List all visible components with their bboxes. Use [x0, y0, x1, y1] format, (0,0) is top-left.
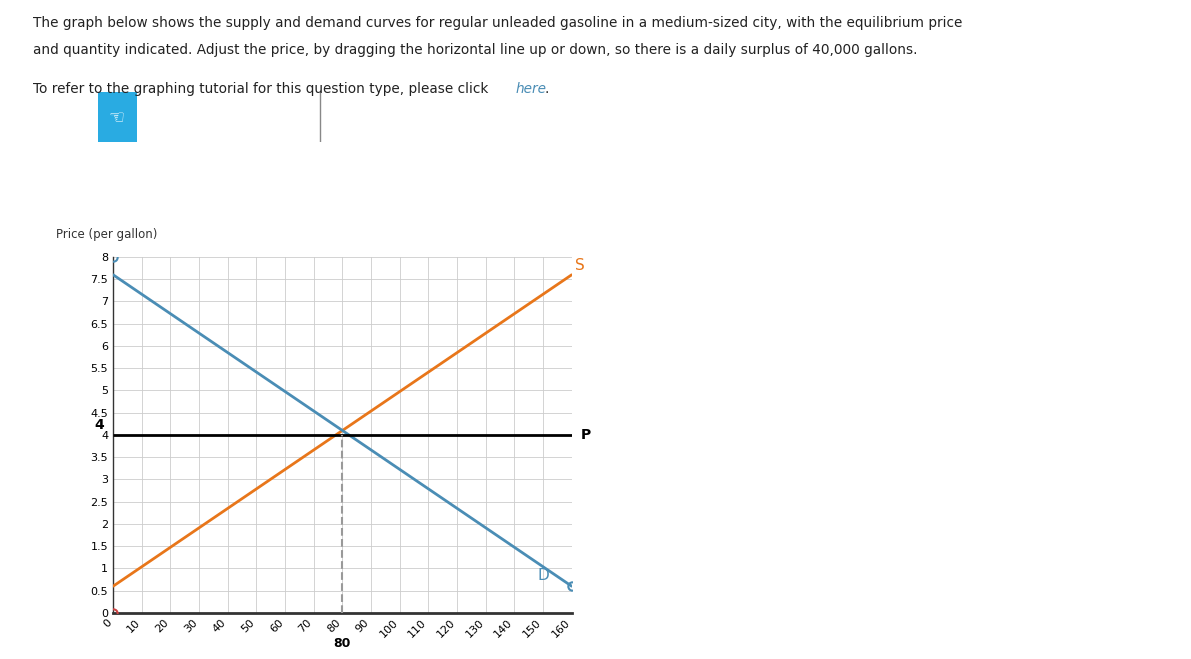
Text: ⬡: ⬡ [247, 110, 258, 124]
Text: .: . [544, 82, 549, 96]
Text: here: here [516, 82, 547, 96]
Text: ●: ● [149, 110, 162, 124]
Text: ◆: ◆ [279, 110, 289, 124]
Text: ▶: ▶ [366, 110, 376, 124]
Text: ↺: ↺ [400, 110, 412, 124]
Text: The graph below shows the supply and demand curves for regular unleaded gasoline: The graph below shows the supply and dem… [33, 16, 962, 30]
FancyBboxPatch shape [98, 92, 137, 142]
Text: P: P [580, 428, 591, 442]
Text: 80: 80 [333, 637, 351, 650]
Text: S: S [574, 258, 585, 273]
Text: ◀: ◀ [330, 110, 341, 124]
Text: To refer to the graphing tutorial for this question type, please click: To refer to the graphing tutorial for th… [33, 82, 493, 96]
Text: ╱: ╱ [183, 109, 192, 125]
Text: and quantity indicated. Adjust the price, by dragging the horizontal line up or : and quantity indicated. Adjust the price… [33, 43, 918, 57]
Text: ⌒: ⌒ [216, 110, 224, 124]
Text: Price (per gallon): Price (per gallon) [56, 229, 157, 241]
Text: ☜: ☜ [108, 108, 125, 126]
Text: 4: 4 [95, 418, 105, 432]
Text: D: D [537, 567, 549, 583]
